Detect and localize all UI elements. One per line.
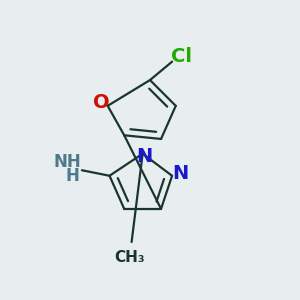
Text: CH₃: CH₃: [114, 250, 145, 265]
Text: N: N: [136, 147, 153, 166]
Text: N: N: [172, 164, 188, 183]
Text: Cl: Cl: [171, 46, 192, 66]
Text: NH: NH: [53, 153, 81, 171]
Text: O: O: [93, 93, 110, 112]
Text: H: H: [66, 167, 80, 185]
